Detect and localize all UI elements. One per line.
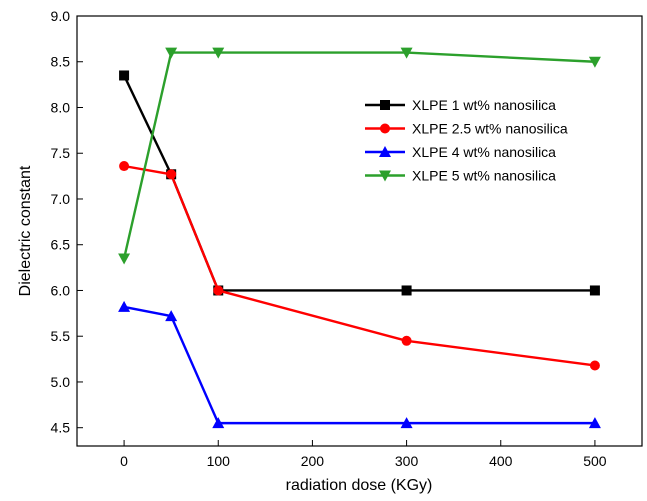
series-line <box>123 305 595 425</box>
data-point <box>118 253 131 265</box>
x-tick-label: 100 <box>207 453 231 469</box>
x-axis: 0 100 200 300 400 500 <box>120 440 607 469</box>
y-tick-label: 7.0 <box>51 191 71 207</box>
y-axis: 4.5 5.0 5.5 6.0 6.5 7.0 7.5 8.0 8.5 9.0 <box>51 8 83 436</box>
data-point <box>400 47 413 59</box>
y-tick-label: 7.5 <box>51 145 71 161</box>
series-2 <box>119 161 600 371</box>
legend-label: XLPE 4 wt% nanosilica <box>412 144 556 160</box>
data-point <box>119 161 130 172</box>
data-point <box>212 417 225 429</box>
legend-item: XLPE 4 wt% nanosilica <box>365 144 556 160</box>
x-tick-label: 500 <box>583 453 607 469</box>
data-point <box>212 47 225 59</box>
data-point <box>166 169 177 180</box>
data-point <box>165 310 178 322</box>
x-tick-label: 200 <box>301 453 325 469</box>
series-4 <box>118 47 601 265</box>
legend-label: XLPE 5 wt% nanosilica <box>412 168 556 184</box>
legend: XLPE 1 wt% nanosilica XLPE 2.5 wt% nanosi… <box>365 97 568 184</box>
data-point <box>118 300 131 312</box>
data-point <box>589 285 600 296</box>
legend-label: XLPE 2.5 wt% nanosilica <box>412 121 568 137</box>
data-point <box>588 417 601 429</box>
data-point <box>589 360 600 371</box>
data-point <box>165 47 178 59</box>
data-point <box>401 285 412 296</box>
legend-marker <box>380 123 390 134</box>
y-tick-label: 8.5 <box>51 54 71 70</box>
data-point <box>588 56 601 68</box>
x-tick-label: 0 <box>120 453 128 469</box>
y-tick-label: 5.5 <box>51 328 71 344</box>
plot-frame <box>76 15 643 447</box>
legend-marker <box>379 146 391 157</box>
data-point <box>401 335 412 346</box>
series-3 <box>118 300 601 429</box>
plot-area <box>118 47 601 429</box>
legend-item: XLPE 1 wt% nanosilica <box>365 97 556 113</box>
legend-item: XLPE 2.5 wt% nanosilica <box>365 121 568 137</box>
y-tick-label: 6.0 <box>51 282 71 298</box>
x-tick-label: 400 <box>489 453 513 469</box>
y-tick-label: 5.0 <box>51 374 71 390</box>
y-tick-label: 9.0 <box>51 8 71 24</box>
data-point <box>213 285 224 296</box>
data-point <box>119 70 130 81</box>
y-tick-label: 4.5 <box>51 420 71 436</box>
legend-marker <box>380 100 390 110</box>
y-axis-label: Dielectric constant <box>17 165 34 296</box>
legend-marker <box>379 170 391 182</box>
legend-label: XLPE 1 wt% nanosilica <box>412 97 556 113</box>
y-tick-label: 8.0 <box>51 99 71 115</box>
x-tick-label: 300 <box>395 453 419 469</box>
x-axis-label: radiation dose (KGy) <box>286 477 433 494</box>
y-tick-label: 6.5 <box>51 237 71 253</box>
data-point <box>400 417 413 429</box>
legend-item: XLPE 5 wt% nanosilica <box>365 168 556 184</box>
series-line <box>123 164 596 367</box>
